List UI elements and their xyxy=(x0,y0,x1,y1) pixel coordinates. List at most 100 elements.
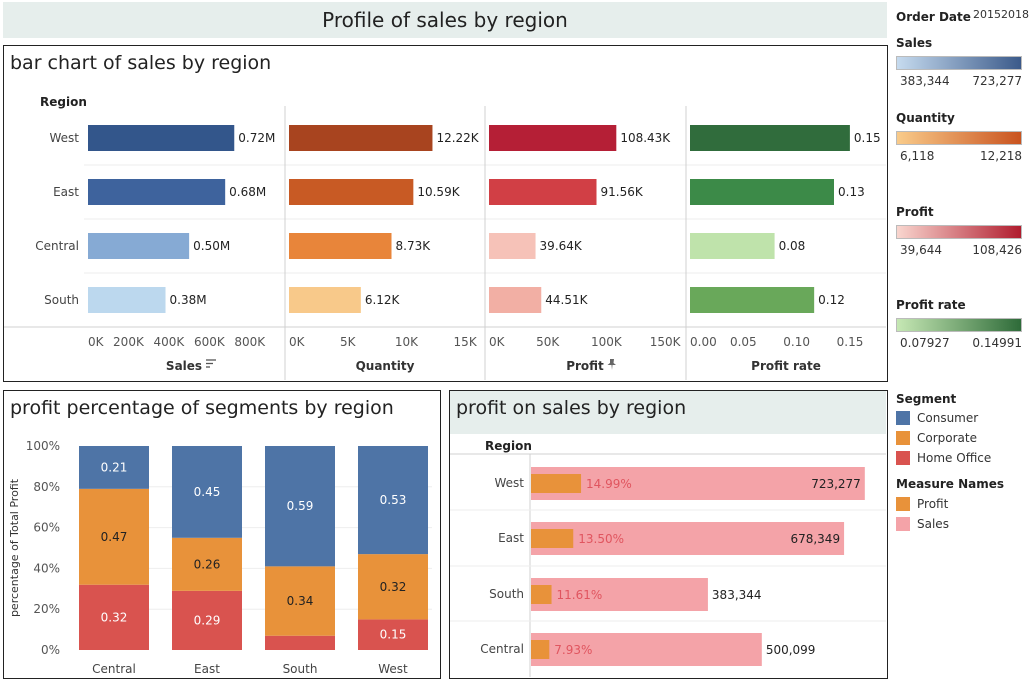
legend-label: Corporate xyxy=(917,431,977,445)
bar-profit-east xyxy=(531,529,574,548)
bar-segment-home-office-east xyxy=(172,590,242,650)
legend-swatch xyxy=(896,451,910,465)
tick-label: 5K xyxy=(340,335,357,349)
tick-label: 200K xyxy=(113,335,145,349)
chart-profit-segments: 0% 20% 40% 60% 80% 100% percentage of Total Pr… xyxy=(8,439,432,676)
panel-sales-by-region: bar chart of sales by region Region West E… xyxy=(3,45,888,382)
dashboard-title-bar: Profile of sales by region xyxy=(3,2,887,38)
order-date-filter[interactable]: Order Date 20152018 xyxy=(896,6,1029,25)
region-label-east: East xyxy=(53,185,79,199)
data-label: 39.64K xyxy=(540,239,583,253)
legend-swatch xyxy=(896,431,910,445)
profit-rate-label: 11.61% xyxy=(557,588,603,602)
y-axis-label: percentage of Total Profit xyxy=(8,478,21,617)
region-label-south: South xyxy=(489,587,524,601)
region-label-west: West xyxy=(494,476,524,490)
bar-sales-east xyxy=(531,522,845,555)
bar-profit-rate-central xyxy=(690,233,775,259)
data-label: 0.15 xyxy=(380,628,407,642)
bar-segment-consumer-east xyxy=(172,446,242,538)
legend-sales-ramp xyxy=(896,56,1022,70)
legend-quantity: Quantity 6,118 12,218 xyxy=(896,111,1026,167)
data-label: 0.21 xyxy=(101,460,128,474)
data-label: 0.45 xyxy=(194,485,221,499)
bar-segment-consumer-central xyxy=(79,446,149,489)
data-label: 0.68M xyxy=(229,185,266,199)
bar-quantity-east xyxy=(289,179,414,205)
legend-sales-min: 383,344 xyxy=(900,74,950,88)
legend-measure-names-title: Measure Names xyxy=(896,477,1005,491)
order-date-label: Order Date xyxy=(896,10,971,24)
legend-profit-rate-title: Profit rate xyxy=(896,298,966,312)
panel-title-profit-segments: profit percentage of segments by region xyxy=(10,397,394,419)
bar-segment-corporate-south xyxy=(265,566,335,636)
legend-segment-corporate[interactable]: Corporate xyxy=(896,431,977,445)
legend-label: Profit xyxy=(917,497,949,511)
sales-value-label: 383,344 xyxy=(712,588,762,602)
legend-measure-names: Measure Names Profit Sales xyxy=(896,477,1026,537)
order-date-value[interactable]: 20152018 xyxy=(973,8,1029,21)
tick-label: 800K xyxy=(234,335,266,349)
tick-label: 0.00 xyxy=(690,335,717,349)
tick-label: 50K xyxy=(536,335,560,349)
legend-profit-title: Profit xyxy=(896,205,934,219)
region-label-west: West xyxy=(49,131,79,145)
legend-profit-min: 39,644 xyxy=(900,243,942,257)
legend-sales: Sales 383,344 723,277 xyxy=(896,36,1026,92)
data-label: 0.38M xyxy=(170,293,207,307)
data-label: 0.72M xyxy=(238,131,275,145)
tick-label: 400K xyxy=(153,335,185,349)
chart-profit-on-sales: Region West 14.99% 723,277 East 13.50% 678,349… xyxy=(450,439,886,677)
data-label: 8.73K xyxy=(396,239,432,253)
data-label: 108.43K xyxy=(620,131,671,145)
axis-label-quantity: Quantity xyxy=(356,359,415,373)
legend-profit: Profit 39,644 108,426 xyxy=(896,205,1026,261)
panel-title-profit-on-sales: profit on sales by region xyxy=(456,397,687,419)
legend-segment-home-office[interactable]: Home Office xyxy=(896,451,991,465)
y-tick-label: 40% xyxy=(33,561,60,575)
tick-label: 10K xyxy=(395,335,419,349)
legend-label: Consumer xyxy=(917,411,979,425)
y-tick-label: 60% xyxy=(33,521,60,535)
bar-segment-corporate-east xyxy=(172,537,242,591)
bar-sales-central xyxy=(88,233,190,259)
legend-measure-profit[interactable]: Profit xyxy=(896,497,948,511)
x-tick-label-west: West xyxy=(378,662,408,676)
bar-quantity-south xyxy=(289,287,361,313)
data-label: 0.34 xyxy=(287,594,314,608)
bar-segment-corporate-central xyxy=(79,488,149,585)
legend-sales-max: 723,277 xyxy=(972,74,1022,88)
bar-segment-consumer-west xyxy=(358,446,428,555)
data-label: 0.32 xyxy=(101,610,128,624)
bar-sales-central xyxy=(531,633,762,666)
legend-sales-title: Sales xyxy=(896,36,933,50)
sales-value-label: 500,099 xyxy=(766,643,816,657)
legend-segment-title: Segment xyxy=(896,392,957,406)
y-tick-label: 80% xyxy=(33,480,60,494)
bar-sales-east xyxy=(88,179,226,205)
bar-segment-home-office-west xyxy=(358,619,428,650)
bar-profit-west xyxy=(531,474,582,493)
profit-rate-label: 14.99% xyxy=(586,477,632,491)
legend-profit-rate-min: 0.07927 xyxy=(900,336,950,350)
tick-label: 0.10 xyxy=(783,335,810,349)
legend-profit-ramp xyxy=(896,225,1022,239)
axis-label-profit: Profit xyxy=(566,359,604,373)
data-label: 0.59 xyxy=(287,499,314,513)
profit-rate-label: 13.50% xyxy=(578,532,624,546)
data-label: 0.29 xyxy=(194,613,221,627)
page-title: Profile of sales by region xyxy=(322,8,568,32)
panel-header-band xyxy=(450,391,886,434)
data-label: 0.47 xyxy=(101,530,128,544)
data-label: 0.13 xyxy=(838,185,865,199)
tick-label: 100K xyxy=(591,335,623,349)
legend-profit-rate: Profit rate 0.07927 0.14991 xyxy=(896,298,1026,354)
data-label: 0.50M xyxy=(193,239,230,253)
legend-label: Home Office xyxy=(917,451,992,465)
bar-sales-west xyxy=(88,125,235,151)
region-label-south: South xyxy=(44,293,79,307)
bar-profit-west xyxy=(489,125,617,151)
legend-segment-consumer[interactable]: Consumer xyxy=(896,411,978,425)
legend-measure-sales[interactable]: Sales xyxy=(896,517,949,531)
legend-quantity-ramp xyxy=(896,131,1022,145)
